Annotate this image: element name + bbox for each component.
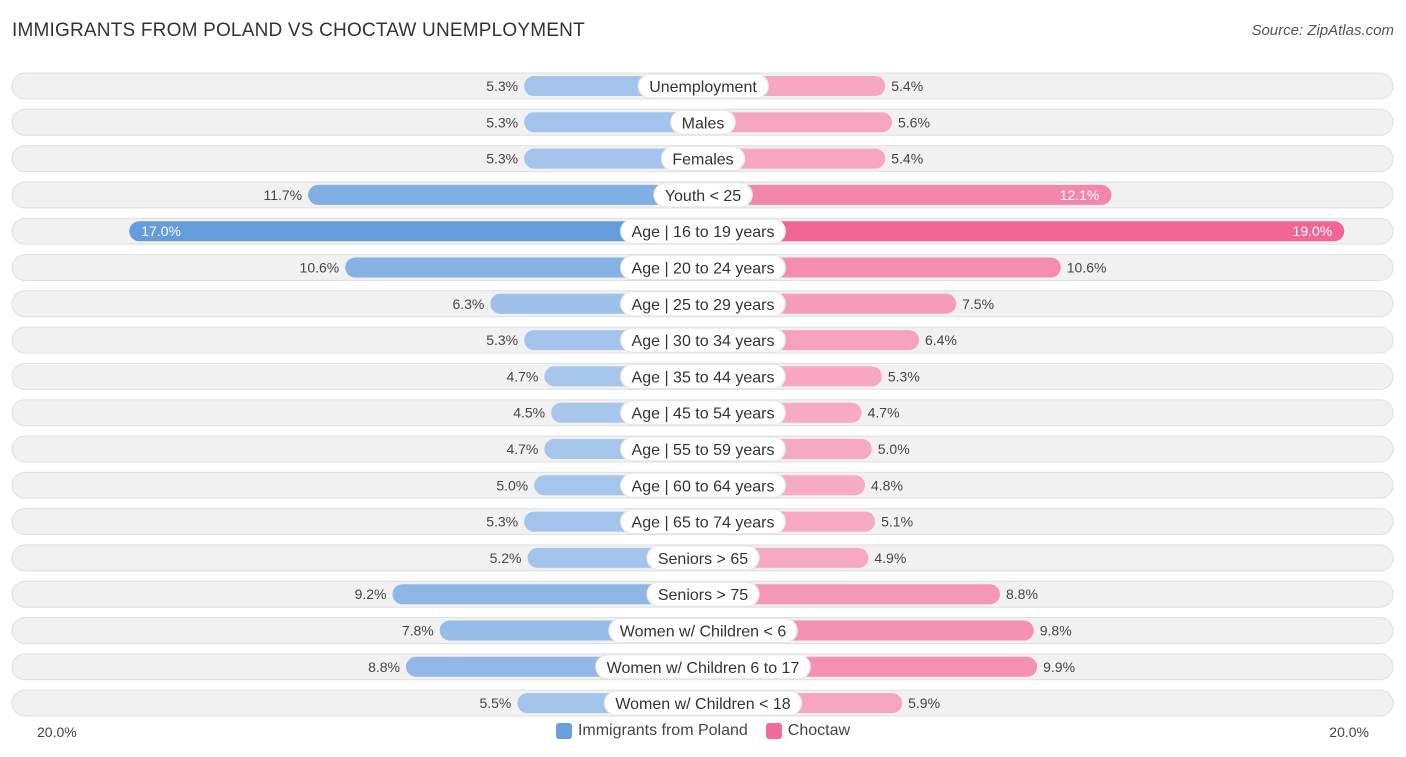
value-label-poland: 5.3% bbox=[486, 332, 518, 348]
value-label-choctaw: 5.6% bbox=[898, 114, 930, 130]
category-pill bbox=[670, 109, 736, 135]
category-label: Age | 20 to 24 years bbox=[632, 261, 775, 278]
category-pill bbox=[620, 363, 786, 389]
bar-choctaw bbox=[703, 221, 1345, 242]
category-label: Women w/ Children < 6 bbox=[620, 624, 787, 641]
value-label-choctaw: 9.8% bbox=[1040, 623, 1072, 639]
category-pill bbox=[595, 654, 811, 680]
bar-choctaw bbox=[703, 112, 892, 133]
value-label-poland: 7.8% bbox=[402, 623, 434, 639]
category-label: Females bbox=[672, 152, 733, 169]
value-label-choctaw: 7.5% bbox=[962, 296, 994, 312]
value-label-poland: 5.3% bbox=[486, 151, 518, 167]
legend-item-choctaw[interactable]: Choctaw bbox=[765, 722, 851, 740]
value-label-choctaw: 19.0% bbox=[1293, 223, 1333, 239]
value-label-choctaw: 4.9% bbox=[874, 550, 906, 566]
bar-poland bbox=[345, 257, 703, 278]
value-label-choctaw: 8.8% bbox=[1006, 586, 1038, 602]
legend-item-poland[interactable]: Immigrants from Poland bbox=[555, 722, 748, 740]
category-pill bbox=[608, 618, 798, 643]
legend: Immigrants from Poland Choctaw bbox=[0, 722, 1406, 740]
legend-swatch-choctaw bbox=[765, 723, 782, 739]
bar-choctaw bbox=[703, 257, 1061, 278]
value-label-poland: 9.2% bbox=[355, 586, 387, 602]
bar-poland bbox=[524, 112, 703, 133]
legend-label-poland: Immigrants from Poland bbox=[577, 722, 748, 739]
value-label-poland: 4.7% bbox=[506, 441, 538, 457]
category-label: Unemployment bbox=[649, 79, 757, 96]
value-label-poland: 5.3% bbox=[486, 78, 518, 94]
bar-choctaw bbox=[703, 184, 1112, 205]
category-label: Age | 25 to 29 years bbox=[632, 297, 775, 314]
bar-poland bbox=[392, 584, 703, 605]
category-pill bbox=[620, 291, 786, 317]
category-label: Women w/ Children 6 to 17 bbox=[607, 660, 800, 677]
bar-poland bbox=[129, 221, 703, 242]
category-label: Males bbox=[682, 115, 725, 132]
value-label-poland: 10.6% bbox=[300, 260, 340, 276]
value-label-choctaw: 5.0% bbox=[878, 441, 910, 457]
value-label-choctaw: 10.6% bbox=[1067, 260, 1107, 276]
value-label-poland: 4.5% bbox=[513, 405, 545, 421]
value-label-poland: 5.3% bbox=[486, 114, 518, 130]
value-label-poland: 11.7% bbox=[263, 187, 302, 203]
category-pill bbox=[620, 218, 786, 244]
category-pill bbox=[620, 255, 786, 280]
value-label-choctaw: 5.4% bbox=[891, 78, 923, 94]
value-label-poland: 8.8% bbox=[368, 659, 400, 675]
category-pill bbox=[646, 581, 760, 607]
value-label-poland: 5.2% bbox=[490, 550, 522, 566]
category-label: Women w/ Children < 18 bbox=[615, 696, 790, 713]
category-label: Age | 60 to 64 years bbox=[632, 478, 775, 495]
bar-choctaw bbox=[703, 148, 886, 169]
value-label-choctaw: 5.3% bbox=[888, 368, 920, 384]
axis-right-label: 20.0% bbox=[1329, 724, 1369, 740]
category-pill bbox=[620, 472, 786, 498]
category-label: Seniors > 75 bbox=[658, 587, 748, 604]
value-label-poland: 17.0% bbox=[141, 223, 181, 239]
chart-title: IMMIGRANTS FROM POLAND VS CHOCTAW UNEMPL… bbox=[12, 20, 585, 41]
category-label: Age | 45 to 54 years bbox=[632, 406, 775, 423]
category-label: Age | 16 to 19 years bbox=[632, 224, 775, 241]
value-label-poland: 5.3% bbox=[486, 514, 518, 530]
category-label: Age | 55 to 59 years bbox=[632, 442, 775, 459]
category-label: Age | 65 to 74 years bbox=[632, 515, 775, 532]
source-note: Source: ZipAtlas.com bbox=[1251, 22, 1394, 39]
value-label-poland: 6.3% bbox=[452, 296, 484, 312]
value-label-choctaw: 9.9% bbox=[1043, 659, 1075, 675]
value-label-poland: 5.5% bbox=[479, 695, 511, 711]
bar-choctaw bbox=[703, 584, 1000, 605]
value-label-choctaw: 4.7% bbox=[868, 405, 900, 421]
value-label-choctaw: 4.8% bbox=[871, 477, 903, 493]
value-label-choctaw: 12.1% bbox=[1060, 187, 1100, 203]
value-label-choctaw: 5.4% bbox=[891, 151, 923, 167]
category-pill bbox=[620, 509, 786, 535]
category-pill bbox=[620, 327, 786, 353]
category-label: Youth < 25 bbox=[665, 188, 741, 205]
value-label-choctaw: 5.9% bbox=[908, 695, 940, 711]
value-label-choctaw: 5.1% bbox=[881, 514, 913, 530]
category-pill bbox=[637, 73, 769, 99]
legend-label-choctaw: Choctaw bbox=[787, 722, 851, 739]
category-pill bbox=[653, 182, 753, 208]
category-pill bbox=[646, 545, 760, 571]
category-label: Seniors > 65 bbox=[658, 551, 748, 568]
category-pill bbox=[603, 690, 803, 716]
category-label: Age | 35 to 44 years bbox=[632, 369, 775, 386]
value-label-choctaw: 6.4% bbox=[925, 332, 957, 348]
value-label-poland: 4.7% bbox=[506, 368, 538, 384]
legend-swatch-poland bbox=[555, 723, 572, 739]
category-pill bbox=[620, 436, 786, 462]
value-label-poland: 5.0% bbox=[496, 477, 528, 493]
category-pill bbox=[660, 146, 746, 172]
bar-poland bbox=[308, 184, 703, 205]
bar-poland bbox=[524, 148, 703, 169]
axis-left-label: 20.0% bbox=[37, 724, 77, 740]
category-pill bbox=[620, 400, 786, 426]
category-label: Age | 30 to 34 years bbox=[632, 333, 775, 350]
